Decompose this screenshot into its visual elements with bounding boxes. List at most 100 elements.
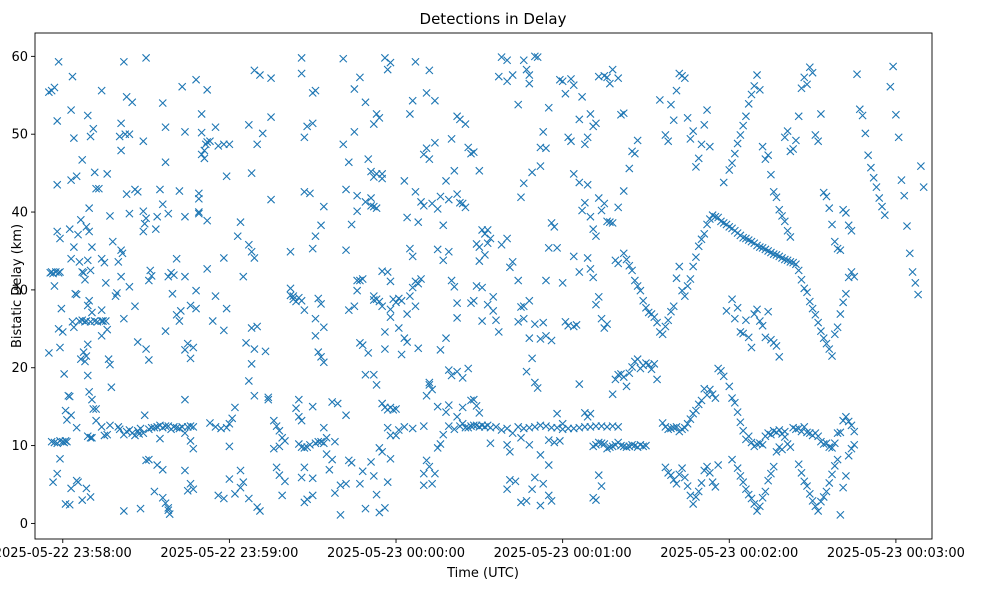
data-point: [589, 273, 598, 282]
data-point: [115, 132, 124, 141]
data-point: [661, 130, 670, 139]
data-point: [694, 400, 703, 409]
data-point: [244, 376, 253, 385]
data-point: [419, 422, 428, 431]
data-point: [203, 216, 212, 225]
data-point: [525, 334, 534, 343]
data-point: [247, 324, 256, 333]
data-point: [142, 214, 151, 223]
data-point: [400, 422, 409, 431]
data-point: [425, 66, 434, 75]
data-point: [622, 255, 631, 264]
data-point: [308, 244, 317, 253]
data-point: [616, 441, 625, 450]
data-point: [847, 444, 856, 453]
data-point: [69, 134, 78, 143]
data-point: [519, 179, 528, 188]
data-point: [250, 391, 259, 400]
data-point: [469, 296, 478, 305]
data-point: [442, 176, 450, 185]
data-point: [133, 338, 142, 347]
data-point: [719, 178, 728, 187]
data-point: [261, 347, 270, 356]
data-point: [814, 137, 823, 146]
data-point: [383, 478, 392, 487]
data-point: [503, 485, 512, 494]
data-point: [386, 58, 395, 67]
data-point: [505, 263, 514, 272]
data-point: [108, 237, 117, 246]
data-point: [555, 436, 564, 445]
data-point: [414, 218, 423, 227]
data-point: [683, 282, 692, 290]
data-point: [250, 345, 259, 354]
data-point: [503, 234, 512, 243]
data-point: [791, 136, 800, 145]
data-point: [85, 204, 94, 213]
data-point: [691, 253, 700, 262]
data-point: [422, 144, 431, 153]
data-point: [180, 212, 189, 221]
y-tick-label: 50: [11, 128, 28, 143]
data-point: [405, 244, 414, 253]
data-points: [44, 52, 928, 519]
data-point: [714, 461, 723, 470]
data-point: [669, 116, 678, 125]
data-point: [94, 184, 103, 193]
data-point: [914, 290, 923, 299]
data-point: [741, 112, 750, 121]
data-point: [753, 305, 762, 314]
data-point: [630, 276, 639, 285]
data-point: [308, 119, 317, 128]
data-point: [50, 438, 59, 447]
data-point: [425, 462, 434, 471]
data-point: [703, 106, 712, 115]
data-point: [697, 140, 706, 149]
data-point: [367, 194, 376, 203]
data-point: [422, 456, 431, 465]
data-point: [328, 398, 337, 406]
data-point: [222, 304, 231, 313]
data-point: [239, 478, 248, 487]
data-point: [547, 218, 556, 227]
data-point: [841, 412, 850, 421]
data-point: [286, 284, 295, 293]
data-point: [492, 422, 500, 431]
data-point: [722, 306, 731, 315]
data-point: [425, 380, 434, 389]
data-point: [175, 187, 184, 196]
y-axis-label: Bistatic Delay (km): [10, 224, 25, 348]
data-point: [766, 170, 775, 179]
data-point: [103, 430, 112, 439]
data-point: [536, 450, 545, 459]
data-point: [192, 75, 201, 84]
data-point: [269, 416, 278, 425]
data-point: [405, 292, 414, 301]
data-point: [97, 86, 106, 95]
data-point: [130, 431, 139, 440]
data-point: [192, 286, 201, 295]
data-point: [553, 243, 562, 252]
data-point: [139, 227, 148, 236]
data-point: [336, 481, 345, 490]
data-point: [53, 180, 62, 189]
data-point: [386, 277, 395, 286]
data-point: [894, 133, 903, 142]
data-point: [336, 510, 345, 519]
data-point: [203, 85, 212, 94]
data-point: [153, 461, 162, 470]
data-point: [830, 237, 839, 246]
data-point: [514, 276, 523, 285]
data-point: [736, 418, 745, 427]
data-point: [244, 494, 253, 503]
data-point: [708, 478, 717, 487]
data-point: [825, 204, 834, 213]
data-point: [836, 428, 845, 437]
data-point: [628, 440, 637, 449]
data-point: [841, 208, 850, 217]
data-point: [791, 260, 800, 269]
data-point: [550, 438, 559, 447]
data-point: [105, 421, 114, 430]
data-point: [353, 286, 362, 295]
